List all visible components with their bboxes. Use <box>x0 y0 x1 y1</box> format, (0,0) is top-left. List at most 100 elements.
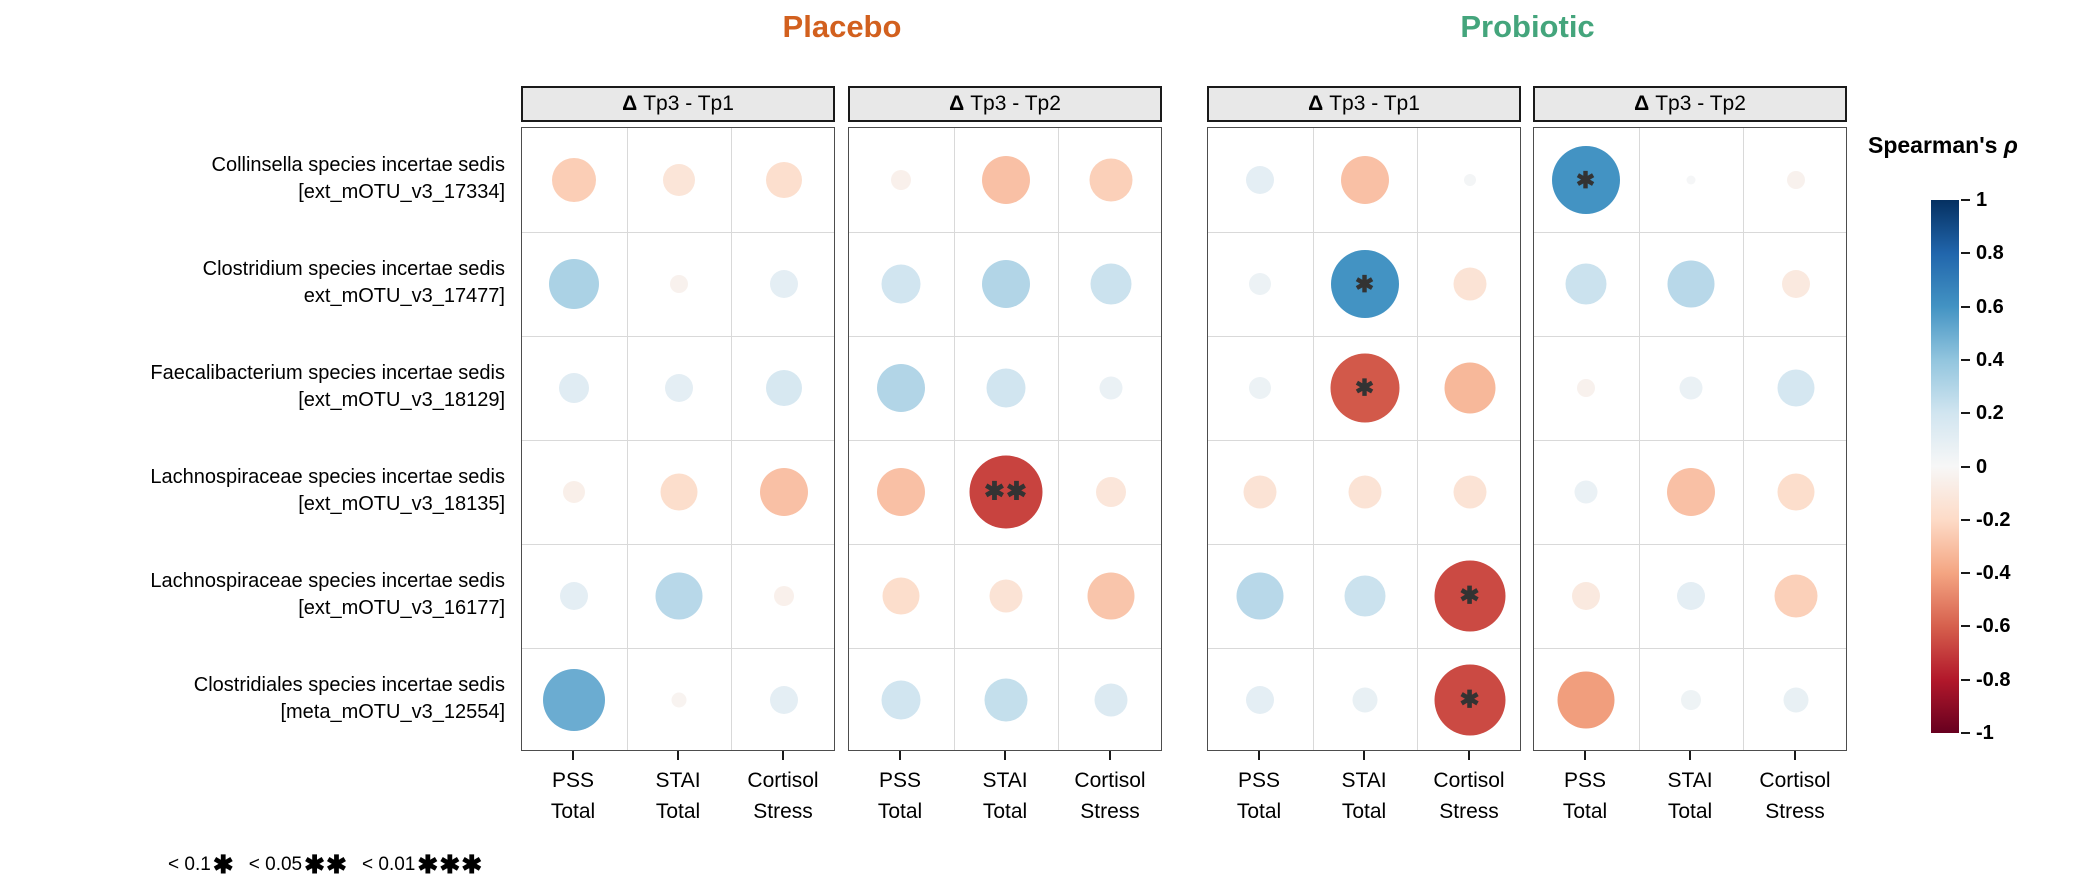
x-axis-tick <box>1363 751 1365 760</box>
gridline-vertical <box>1639 128 1640 750</box>
correlation-dot <box>660 473 698 511</box>
column-label-line2: Stress <box>1080 800 1140 823</box>
correlation-dot <box>1352 687 1378 713</box>
column-label: Cortisol Stress <box>1045 765 1175 827</box>
correlation-dot <box>1557 671 1615 729</box>
row-label: Lachnospiraceae species incertae sedis [e… <box>0 543 505 647</box>
delta-symbol: Δ <box>622 92 638 115</box>
gridline-horizontal <box>849 336 1161 337</box>
column-label: STAI Total <box>940 765 1070 827</box>
panel-grid: ✱✱ <box>848 127 1162 751</box>
column-label-line2: Total <box>982 800 1028 823</box>
group-title-placebo: Placebo <box>782 9 902 44</box>
correlation-dot: ✱ <box>1330 353 1400 423</box>
significance-threshold: < 0.05 <box>248 854 303 875</box>
gridline-horizontal <box>1534 336 1846 337</box>
correlation-dot <box>1249 273 1271 295</box>
correlation-dot <box>1089 158 1133 202</box>
colorbar-tick-label: 0.6 <box>1976 296 2004 318</box>
row-label-line1: Clostridiales species incertae sedis <box>193 674 505 696</box>
column-label-line2: Stress <box>1765 800 1825 823</box>
column-label-line2: Stress <box>1439 800 1499 823</box>
correlation-dot <box>1574 480 1598 504</box>
gridline-horizontal <box>522 336 834 337</box>
colorbar-tick-label: -0.4 <box>1976 562 2011 584</box>
column-label-line1: STAI <box>655 769 701 792</box>
gridline-vertical <box>1417 128 1418 750</box>
column-label-line1: Cortisol <box>747 769 819 792</box>
column-label: Cortisol Stress <box>1404 765 1534 827</box>
gridline-horizontal <box>849 648 1161 649</box>
column-label-line1: PSS <box>1237 769 1281 792</box>
gridline-horizontal <box>522 544 834 545</box>
panel-header-label: Tp3 - Tp1 <box>1329 92 1420 115</box>
column-label: PSS Total <box>1520 765 1650 827</box>
row-label: Faecalibacterium species incertae sedis [… <box>0 335 505 439</box>
correlation-dot <box>1667 260 1715 308</box>
panel-grid: ✱ <box>1533 127 1847 751</box>
correlation-dot <box>1686 175 1696 185</box>
correlation-dot <box>766 162 802 198</box>
panel-header-label: Tp3 - Tp2 <box>970 92 1061 115</box>
correlation-dot <box>560 582 588 610</box>
row-label: Clostridium species incertae sedis ext_mO… <box>0 231 505 335</box>
colorbar-tick-mark <box>1961 732 1970 734</box>
correlation-dot <box>1565 263 1607 305</box>
correlation-dot <box>655 572 703 620</box>
correlation-dot <box>1090 263 1132 305</box>
correlation-dot <box>1777 369 1815 407</box>
significance-legend-stars: ✱ <box>212 851 235 879</box>
x-axis-tick <box>899 751 901 760</box>
significance-legend-item: < 0.05 ✱✱ <box>249 850 348 880</box>
correlation-dot <box>882 577 920 615</box>
correlation-dot <box>774 586 794 606</box>
gridline-horizontal <box>849 232 1161 233</box>
colorbar-tick-mark <box>1961 466 1970 468</box>
correlation-dot <box>559 373 589 403</box>
gridline-horizontal <box>522 648 834 649</box>
colorbar-tick-label: 0.4 <box>1976 349 2004 371</box>
gridline-horizontal <box>1534 544 1846 545</box>
correlation-dot: ✱ <box>1331 250 1399 318</box>
delta-symbol: Δ <box>949 92 965 115</box>
colorbar-tick-mark <box>1961 519 1970 521</box>
gridline-horizontal <box>849 544 1161 545</box>
column-label: Cortisol Stress <box>718 765 848 827</box>
correlation-dot <box>881 264 921 304</box>
panel-header: Δ Tp3 - Tp2 <box>1533 86 1847 122</box>
correlation-dot <box>543 669 605 731</box>
column-label-line1: Cortisol <box>1759 769 1831 792</box>
gridline-horizontal <box>1208 440 1520 441</box>
colorbar-tick-label: -1 <box>1976 722 1994 744</box>
correlation-dot <box>1444 362 1496 414</box>
x-axis-tick <box>1109 751 1111 760</box>
panel-grid <box>521 127 835 751</box>
correlation-dot <box>1777 473 1815 511</box>
colorbar-tick-mark <box>1961 412 1970 414</box>
correlation-dot <box>984 678 1028 722</box>
row-label-line1: Faecalibacterium species incertae sedis <box>150 362 505 384</box>
column-label: PSS Total <box>1194 765 1324 827</box>
row-label-line1: Collinsella species incertae sedis <box>211 154 505 176</box>
x-axis-tick <box>677 751 679 760</box>
panel-grid: ✱ ✱ ✱ ✱ <box>1207 127 1521 751</box>
colorbar-tick-mark <box>1961 252 1970 254</box>
column-label-line2: Stress <box>753 800 813 823</box>
colorbar-title-text: Spearman's <box>1868 132 1998 158</box>
correlation-dot <box>1344 575 1386 617</box>
column-label-line2: Total <box>1562 800 1608 823</box>
column-label-line2: Total <box>1341 800 1387 823</box>
row-label-line1: Lachnospiraceae species incertae sedis <box>150 466 505 488</box>
column-label-line2: Total <box>1667 800 1713 823</box>
gridline-vertical <box>731 128 732 750</box>
correlation-dot <box>1243 475 1277 509</box>
correlation-dot <box>1236 572 1284 620</box>
colorbar-tick-mark <box>1961 306 1970 308</box>
correlation-dot <box>1572 582 1600 610</box>
column-label-line1: PSS <box>878 769 922 792</box>
x-axis-tick <box>572 751 574 760</box>
correlation-dot <box>770 270 798 298</box>
correlation-dot <box>1681 690 1701 710</box>
rho-symbol: ρ <box>2003 132 2018 158</box>
